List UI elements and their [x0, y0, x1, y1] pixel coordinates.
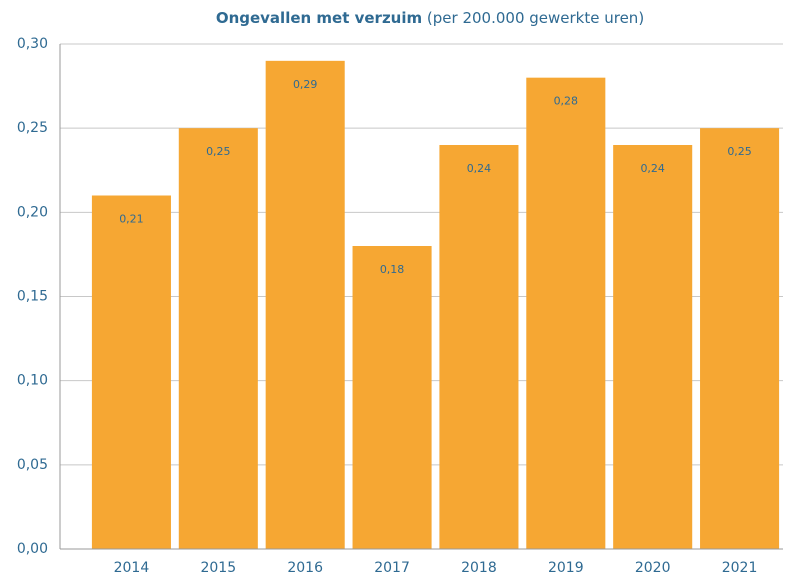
chart-title-group: Ongevallen met verzuim (per 200.000 gewe… — [216, 9, 644, 27]
value-label: 0,21 — [119, 213, 144, 226]
y-tick-label: 0,10 — [17, 373, 48, 389]
x-tick-label: 2021 — [722, 560, 758, 576]
chart-subtitle: (per 200.000 gewerkte uren) — [427, 9, 644, 27]
y-tick-label: 0,00 — [17, 541, 48, 557]
x-tick-label: 2015 — [200, 560, 236, 576]
bar — [178, 128, 258, 549]
value-label: 0,18 — [380, 263, 405, 276]
y-tick-label: 0,05 — [17, 457, 48, 473]
y-tick-label: 0,20 — [17, 204, 48, 220]
x-tick-label: 2014 — [114, 560, 150, 576]
bar — [91, 195, 171, 549]
chart-title: Ongevallen met verzuim — [216, 9, 422, 27]
value-label: 0,24 — [640, 162, 665, 175]
value-label: 0,28 — [554, 95, 579, 108]
bar — [613, 145, 693, 549]
value-label: 0,25 — [727, 145, 752, 158]
bar — [526, 77, 606, 550]
y-tick-label: 0,30 — [17, 36, 48, 52]
bar — [352, 246, 432, 549]
x-tick-label: 2018 — [461, 560, 497, 576]
x-tick-label: 2019 — [548, 560, 584, 576]
value-label: 0,29 — [293, 78, 318, 91]
y-tick-label: 0,25 — [17, 120, 48, 136]
bar — [439, 145, 519, 549]
bar — [700, 128, 780, 549]
x-tick-label: 2017 — [374, 560, 410, 576]
bar — [265, 60, 345, 549]
y-tick-label: 0,15 — [17, 289, 48, 305]
value-label: 0,24 — [467, 162, 492, 175]
x-tick-label: 2020 — [635, 560, 671, 576]
value-label: 0,25 — [206, 145, 231, 158]
x-tick-label: 2016 — [287, 560, 323, 576]
